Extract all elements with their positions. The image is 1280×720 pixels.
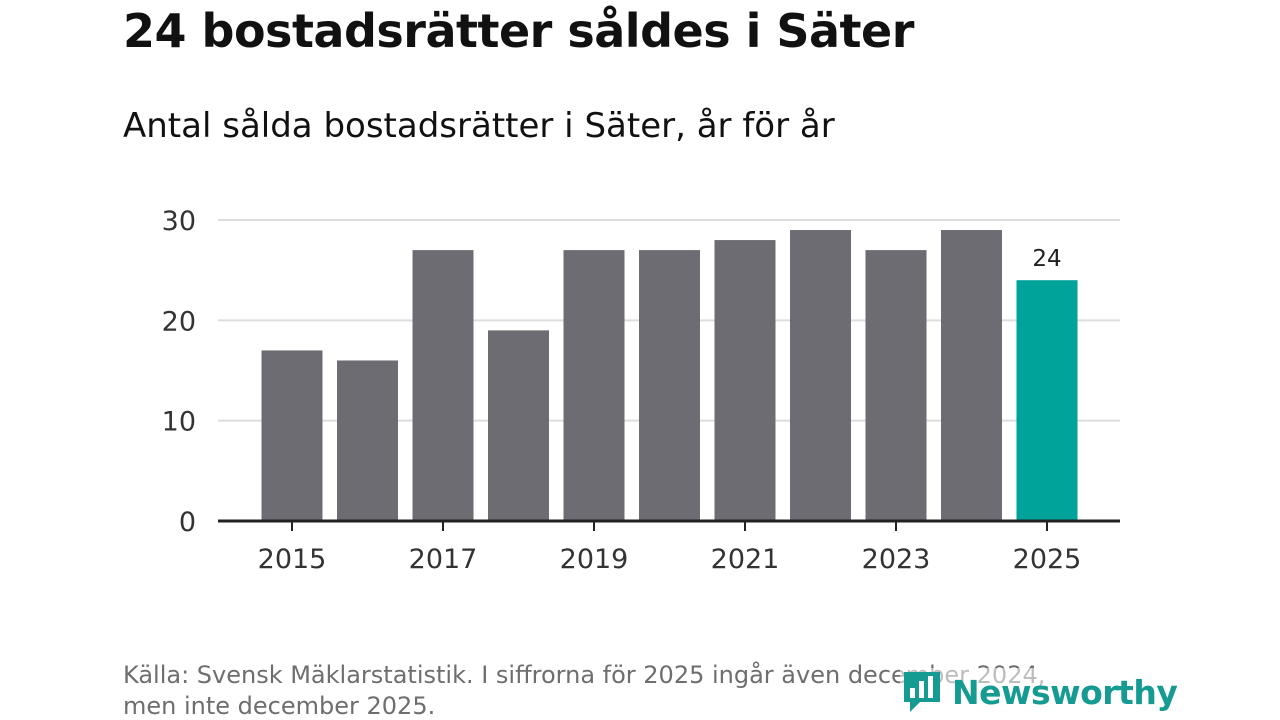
bar-2017 (412, 250, 474, 521)
x-tick-label: 2023 (862, 544, 931, 575)
x-tick-label: 2025 (1013, 544, 1082, 575)
chart-subtitle: Antal sålda bostadsrätter i Säter, år fö… (123, 106, 835, 146)
bar-2025 (1016, 280, 1078, 521)
bar-2024 (941, 230, 1002, 522)
newsworthy-logo-text: Newsworthy (952, 672, 1178, 712)
x-tick-label: 2021 (711, 544, 780, 575)
bar-2023 (865, 250, 927, 521)
bar-2021 (714, 240, 776, 522)
bar-chart: 0 10 20 30 24 2015 2017 2019 2021 2023 2025 (162, 206, 1120, 575)
x-tick-label: 2017 (409, 544, 478, 575)
x-tick-label: 2015 (258, 544, 327, 575)
bar-2015 (261, 350, 323, 521)
newsworthy-logo: Newsworthy (900, 668, 1178, 716)
y-tick-label: 20 (162, 306, 196, 337)
data-label: 24 (1032, 246, 1061, 272)
chart-title: 24 bostadsrätter såldes i Säter (123, 4, 914, 58)
x-tick-label: 2019 (560, 544, 629, 575)
y-tick-label: 30 (162, 206, 196, 237)
newsworthy-logo-icon (904, 672, 940, 712)
y-tick-label: 10 (162, 407, 196, 438)
bar-2022 (790, 230, 851, 522)
bar-2020 (639, 250, 700, 521)
source-line-2: men inte december 2025. (123, 692, 436, 720)
source-note: Källa: Svensk Mäklarstatistik. I siffror… (123, 660, 1123, 720)
source-line-1: Källa: Svensk Mäklarstatistik. I siffror… (123, 661, 1046, 689)
bar-2016 (337, 360, 398, 521)
bar-2018 (488, 330, 549, 521)
y-tick-label: 0 (179, 507, 196, 538)
bar-2019 (563, 250, 625, 521)
